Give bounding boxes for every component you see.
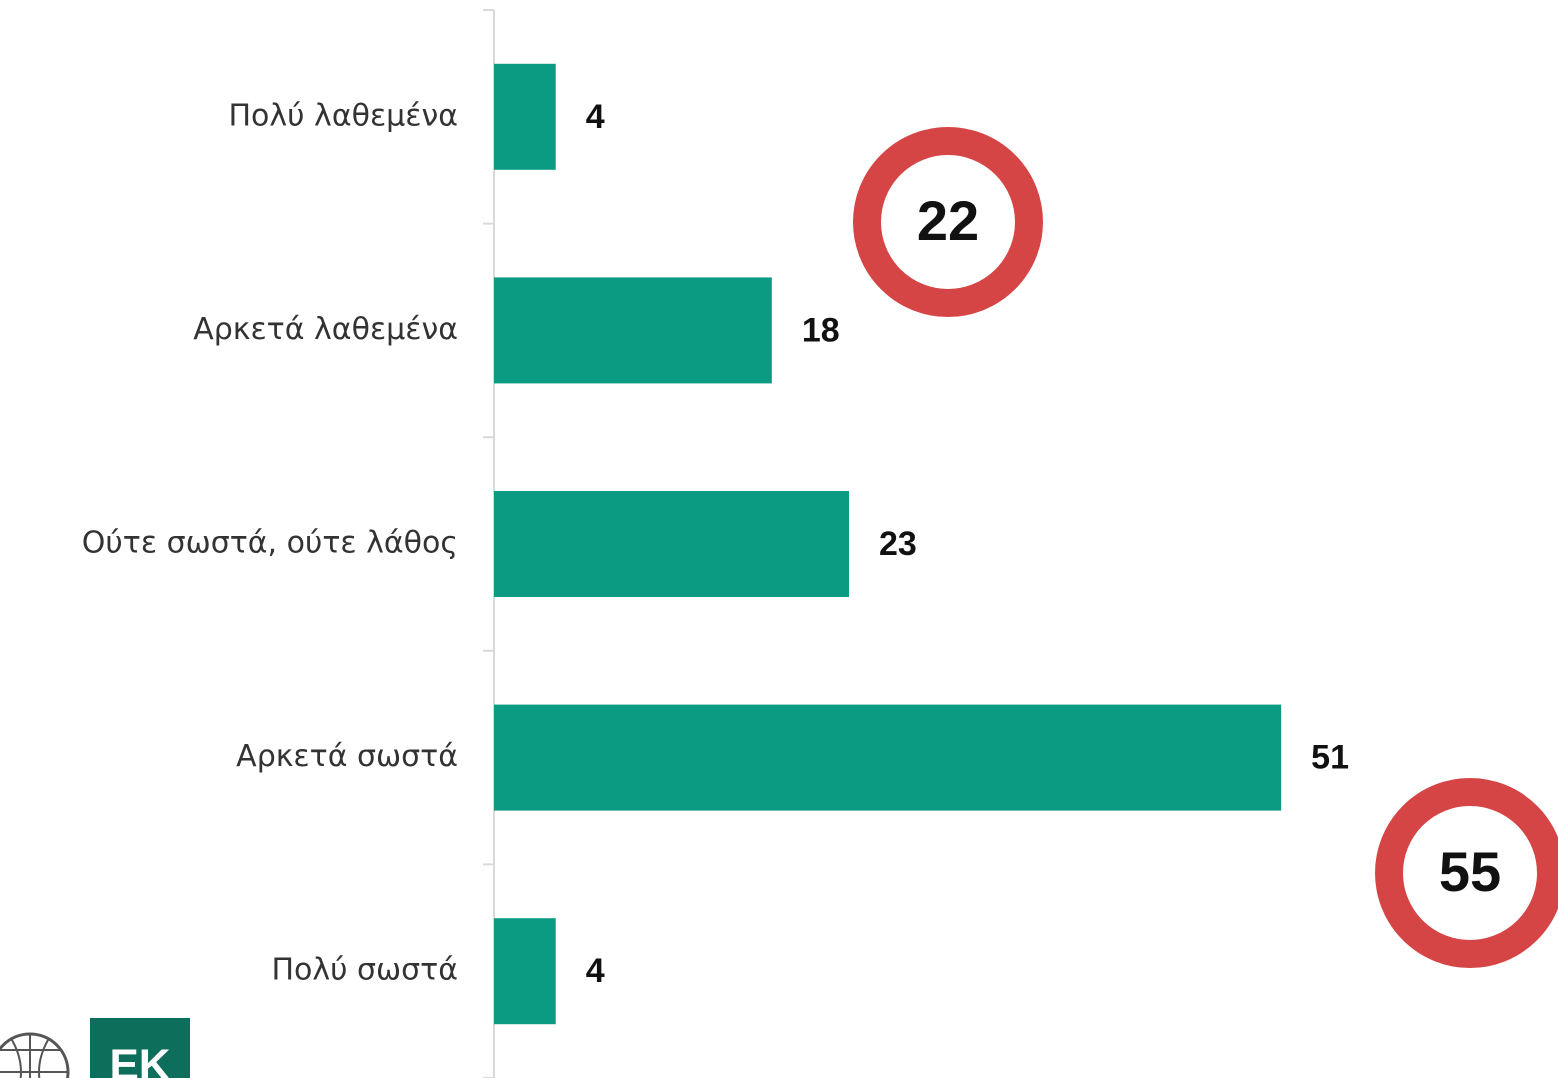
category-label: Αρκετά σωστά — [236, 739, 458, 774]
globe-lines — [0, 1034, 68, 1078]
category-label: Ούτε σωστά, ούτε λάθος — [82, 526, 458, 561]
category-label: Πολύ σωστά — [271, 953, 458, 988]
bar — [494, 277, 772, 384]
category-label: Πολύ λαθεμένα — [229, 98, 459, 133]
annotation-ring — [853, 127, 1043, 317]
bar — [494, 491, 849, 597]
bar — [494, 704, 1282, 811]
logos: EK — [0, 1018, 190, 1078]
annotation-ring — [1375, 778, 1558, 968]
bar — [494, 918, 556, 1025]
value-label: 4 — [586, 952, 605, 990]
logo-text: EK — [109, 1041, 170, 1078]
annotation: 22 — [917, 189, 979, 252]
value-label: 23 — [879, 525, 917, 563]
value-label: 18 — [802, 311, 840, 349]
category-label: Αρκετά λαθεμένα — [193, 312, 458, 347]
ek-logo — [90, 1018, 190, 1078]
annotation: 55 — [1439, 840, 1501, 903]
value-label: 51 — [1311, 739, 1349, 777]
value-label: 4 — [586, 98, 605, 136]
bar — [494, 63, 556, 170]
